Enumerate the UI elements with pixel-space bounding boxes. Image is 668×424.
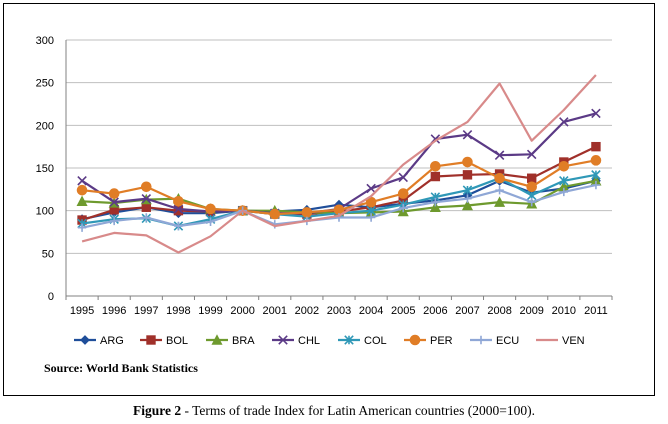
x-tick-label: 2003 — [327, 305, 351, 317]
data-point-ecu — [109, 216, 119, 226]
data-point-chl — [109, 197, 119, 207]
legend-label-col: COL — [364, 335, 387, 347]
x-tick-label: 2007 — [455, 305, 479, 317]
y-tick-label: 50 — [42, 248, 54, 260]
data-point-col — [462, 185, 473, 195]
legend-marker-col — [344, 335, 354, 345]
x-tick-label: 1995 — [70, 305, 94, 317]
data-point-ecu — [174, 221, 183, 231]
data-point-bra — [461, 199, 474, 211]
data-point-ecu — [366, 213, 376, 222]
x-tick-label: 1997 — [134, 305, 158, 317]
legend-marker-ecu — [476, 335, 486, 345]
x-tick-label: 2008 — [487, 305, 511, 317]
source-note: Source: World Bank Statistics — [44, 361, 198, 375]
legend-label-arg: ARG — [100, 335, 124, 347]
x-tick-label: 2011 — [584, 305, 608, 317]
data-point-per — [108, 188, 120, 199]
data-point-chl — [591, 108, 601, 119]
x-tick-label: 2000 — [230, 305, 254, 317]
legend-marker-chl — [278, 335, 288, 345]
y-tick-label: 150 — [36, 163, 54, 175]
data-point-bra — [494, 196, 506, 207]
data-point-ecu — [399, 203, 408, 213]
data-point-ecu — [495, 185, 504, 195]
data-point-per — [269, 208, 281, 220]
data-point-bra — [76, 195, 88, 206]
data-point-per — [590, 155, 602, 166]
legend-label-per: PER — [430, 335, 453, 347]
data-point-per — [205, 203, 216, 215]
data-point-col — [559, 176, 569, 186]
data-point-ecu — [142, 213, 151, 222]
data-point-bol — [141, 202, 151, 212]
x-tick-label: 2004 — [359, 305, 383, 317]
data-point-bol — [591, 141, 601, 152]
y-tick-label: 250 — [36, 78, 54, 90]
x-tick-label: 2006 — [423, 305, 447, 317]
x-tick-label: 1998 — [166, 305, 190, 317]
legend-marker-bol — [146, 335, 156, 345]
data-point-chl — [526, 149, 537, 160]
data-point-bol — [462, 170, 473, 180]
x-tick-label: 2001 — [263, 305, 287, 317]
line-chart: 0 50 100 150 200 250 300 1995 1996 1997 1998 1999 20… — [36, 35, 613, 347]
data-point-per — [462, 156, 473, 168]
data-point-chl — [141, 193, 152, 204]
figure-caption: Figure 2 - Terms of trade Index for Lati… — [0, 403, 668, 419]
legend-marker-bra — [211, 334, 223, 345]
data-point-bol — [430, 171, 441, 182]
data-point-per — [76, 184, 88, 196]
data-point-ecu — [206, 217, 215, 226]
legend-marker-per — [409, 334, 421, 346]
data-point-ecu — [77, 223, 87, 232]
x-tick-label: 2005 — [391, 305, 415, 317]
data-point-bra — [429, 201, 441, 212]
y-tick-label: 200 — [36, 120, 54, 132]
data-point-per — [301, 207, 313, 218]
data-point-per — [526, 181, 538, 193]
legend-label-bol: BOL — [166, 335, 188, 347]
x-tick-label: 1996 — [102, 305, 126, 317]
x-tick-label: 2010 — [552, 305, 576, 317]
data-point-chl — [462, 129, 473, 140]
data-point-ecu — [527, 197, 536, 207]
y-tick-label: 300 — [36, 35, 54, 47]
x-tick-label: 1999 — [198, 305, 222, 317]
x-tick-label: 2002 — [295, 305, 319, 317]
legend-label-chl: CHL — [298, 335, 320, 347]
data-point-per — [397, 188, 409, 199]
caption-text: - Terms of trade Index for Latin America… — [181, 403, 536, 418]
x-tick-label: 2009 — [519, 305, 543, 317]
data-point-chl — [494, 150, 505, 160]
legend-label-ecu: ECU — [496, 335, 519, 347]
data-point-chl — [398, 172, 409, 183]
data-point-chl — [173, 204, 184, 214]
data-point-per — [430, 160, 441, 172]
data-point-chl — [77, 176, 87, 186]
data-point-bol — [527, 173, 537, 183]
data-point-ecu — [591, 180, 601, 190]
legend-label-bra: BRA — [232, 335, 255, 347]
y-tick-label: 100 — [36, 206, 54, 218]
data-point-per — [140, 181, 152, 193]
data-point-per — [494, 172, 505, 184]
data-point-chl — [366, 183, 376, 194]
y-tick-label: 0 — [48, 291, 54, 303]
series-line-ven — [81, 74, 597, 254]
data-point-ecu — [463, 194, 472, 203]
caption-label: Figure 2 — [132, 403, 182, 418]
data-point-col — [591, 170, 601, 180]
data-point-per — [173, 195, 184, 207]
legend-label-ven: VEN — [562, 335, 585, 347]
data-point-ecu — [431, 197, 440, 207]
legend-marker-arg — [80, 335, 90, 345]
data-point-ecu — [559, 187, 569, 197]
data-point-chl — [559, 117, 569, 127]
data-point-per — [558, 160, 570, 172]
